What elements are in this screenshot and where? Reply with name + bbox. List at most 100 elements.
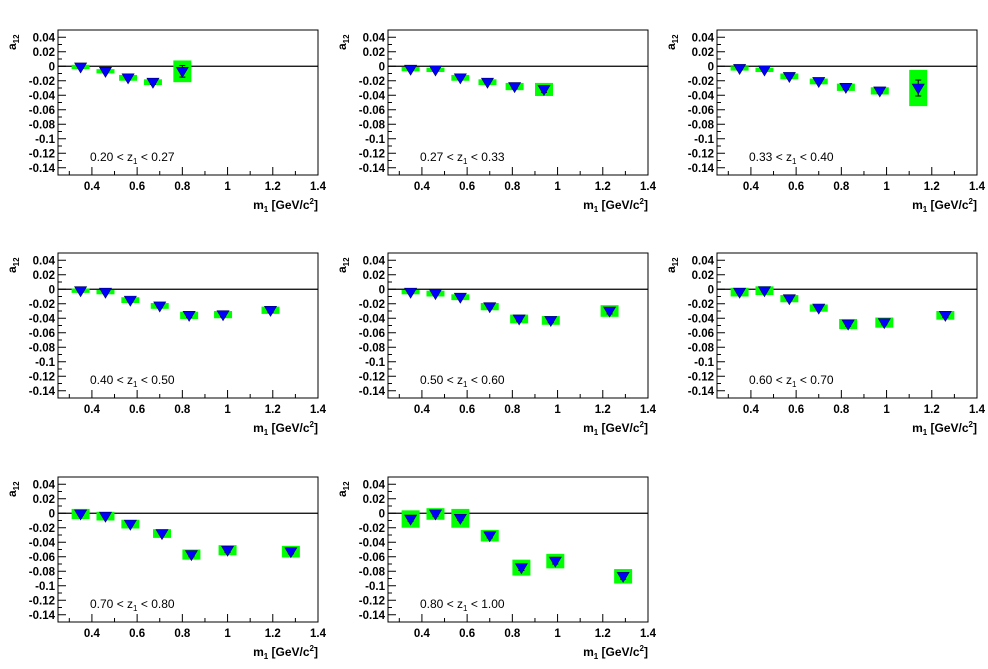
x-tick-label: 0.4 [414,628,431,640]
data-point [836,82,855,94]
triangle-marker [74,62,88,74]
triangle-marker [512,314,526,326]
triangle-marker [508,82,522,94]
triangle-marker [812,77,826,89]
y-axis-title: a12 [664,257,680,273]
triangle-marker [483,531,497,543]
triangle-marker [216,310,230,322]
x-axis-title: m1 [GeV/c2] [253,644,318,661]
bin-high: 0.50 [151,373,175,387]
data-point [875,317,894,330]
bin-lt: < [138,373,152,387]
y-tick-label: -0.1 [35,134,55,146]
bin-low: 0.27 [420,150,444,164]
y-tick-label: -0.08 [359,119,386,131]
y-tick-label: -0.06 [688,328,714,340]
y-tick-label: -0.06 [29,552,55,564]
triangle-marker [603,306,617,318]
y-tick-label: -0.06 [29,328,55,340]
x-axis-title: m1 [GeV/c2] [253,420,318,437]
data-point [505,82,524,94]
x-tick-label: 1.2 [595,181,611,193]
x-axis-title: m1 [GeV/c2] [583,197,648,214]
triangle-marker [733,64,747,76]
y-tick-label: -0.08 [29,119,56,131]
y-axis-title-main: a [5,43,19,50]
x-axis-title-unit-sup: 2 [640,197,645,206]
x-axis-title-sub: 1 [264,205,269,214]
x-tick-label: 0.4 [84,181,101,193]
data-point [809,77,828,89]
x-tick-label: 0.4 [414,181,431,193]
data-point [261,305,280,317]
y-axis-title-sub: 12 [12,257,21,266]
triangle-marker [812,303,826,315]
bin-var-sub: 1 [463,380,468,389]
y-tick-label: -0.14 [359,386,386,398]
data-point [426,289,445,301]
bin-lt: < [468,150,482,164]
y-axis-title-main: a [5,490,19,497]
y-tick-label: 0.04 [363,255,386,267]
x-axis-title-unit-end: ] [314,198,318,212]
x-axis-title-sub: 1 [594,652,599,661]
bin-high: 0.70 [810,373,834,387]
triangle-marker [74,509,88,521]
y-axis-title: a12 [5,257,21,273]
x-tick-label: 1.4 [969,181,986,193]
y-tick-label: -0.14 [688,386,715,398]
x-tick-label: 1.2 [265,181,281,193]
triangle-marker [404,514,418,526]
y-tick-label: 0.02 [363,270,385,282]
y-tick-label: -0.1 [365,357,385,369]
triangle-marker [537,85,551,97]
y-tick-label: 0.04 [363,479,386,491]
y-tick-label: -0.1 [365,134,385,146]
triangle-marker [146,77,160,89]
data-point [480,302,499,314]
x-tick-label: 0.8 [504,628,521,640]
triangle-marker [841,319,855,331]
triangle-marker [184,550,198,562]
y-tick-label: -0.06 [359,105,385,117]
bin-var: z [127,597,133,611]
data-point [839,318,858,331]
x-tick-label: 1.4 [640,404,657,416]
x-axis-title-unit-end: ] [644,421,648,435]
bin-range-label: 0.27 < z1 < 0.33 [420,150,505,166]
y-axis-title: a12 [335,257,351,273]
y-tick-label: -0.04 [359,537,386,549]
y-tick-label: -0.02 [359,299,385,311]
y-tick-label: 0.04 [33,255,56,267]
bin-lt: < [468,373,482,387]
bin-lt: < [443,150,457,164]
bin-range-label: 0.60 < z1 < 0.70 [749,373,834,389]
bin-var-sub: 1 [133,380,138,389]
y-tick-label: -0.12 [29,595,55,607]
bin-var: z [127,373,133,387]
data-point [451,292,470,304]
y-tick-label: -0.1 [694,134,714,146]
x-axis-title-unit-end: ] [644,645,648,659]
y-axis-title-main: a [335,266,349,273]
y-tick-label: 0.04 [692,32,715,44]
y-tick-label: 0 [49,508,55,520]
bin-var: z [457,150,463,164]
y-tick-label: -0.02 [29,523,55,535]
y-tick-label: -0.02 [359,523,385,535]
bin-low: 0.60 [749,373,773,387]
bin-low: 0.80 [420,597,444,611]
data-point [426,508,445,521]
x-tick-label: 1 [224,628,231,640]
triangle-marker [428,65,443,77]
data-point [182,549,201,562]
y-tick-label: -0.12 [359,148,385,160]
bin-high: 0.27 [151,150,175,164]
bin-range-label: 0.80 < z1 < 1.00 [420,597,505,613]
bin-range-label: 0.33 < z1 < 0.40 [749,150,834,166]
y-axis-title: a12 [5,34,21,50]
triangle-marker [839,82,853,94]
data-point [780,72,799,83]
data-point [96,511,115,523]
x-axis-title-main: m [253,198,264,212]
